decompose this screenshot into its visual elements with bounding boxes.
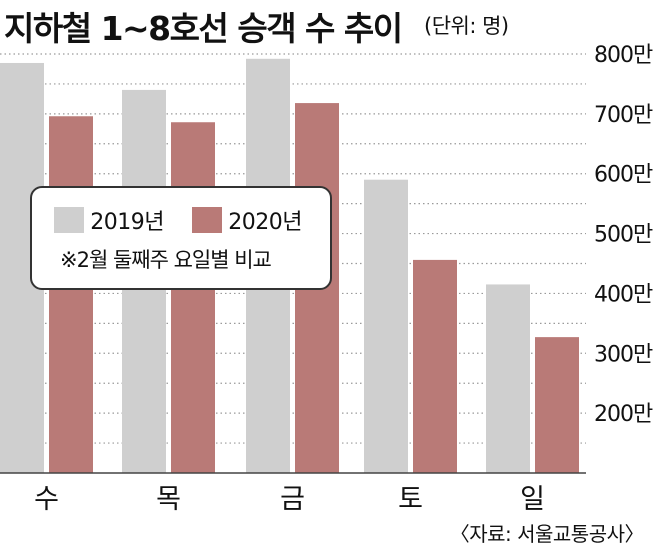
bar-2020-0 [49,116,93,473]
y-tick-label-5: 300만 [594,342,653,367]
bar-2020-3 [413,259,457,473]
legend: 2019년 2020년 ※2월 둘째주 요일별 비교 [30,186,332,290]
bar-2020-1 [171,122,215,473]
x-tick-label-4: 일 [520,484,545,515]
source-note: 〈자료: 서울교통공사〉 [449,522,645,546]
y-tick-label-6: 200만 [594,402,653,427]
bars [0,58,579,474]
legend-label-2019: 2019년 [90,210,164,235]
chart-title: 지하철 1~8호선 승객 수 추이 [4,9,403,48]
bar-2019-4 [486,284,530,473]
x-tick-label-1: 목 [156,484,181,515]
legend-swatch-2019 [54,207,85,233]
unit-note: (단위: 명) [424,14,509,38]
y-tick-labels: 800만 700만 600만 500만 400만 300만 200만 [594,43,654,427]
y-tick-label-1: 700만 [594,103,653,128]
x-tick-label-0: 수 [34,484,59,515]
x-tick-label-3: 토 [398,484,423,515]
y-tick-label-4: 400만 [594,282,653,307]
legend-swatch-2020 [192,207,223,233]
y-tick-label-2: 600만 [594,163,653,188]
y-tick-label-0: 800만 [594,43,653,68]
y-tick-label-3: 500만 [594,223,653,248]
legend-label-2020: 2020년 [228,210,302,235]
legend-note: ※2월 둘째주 요일별 비교 [60,248,272,272]
x-tick-label-2: 금 [280,484,305,515]
bar-2019-3 [364,179,408,473]
bar-2020-4 [535,337,579,473]
